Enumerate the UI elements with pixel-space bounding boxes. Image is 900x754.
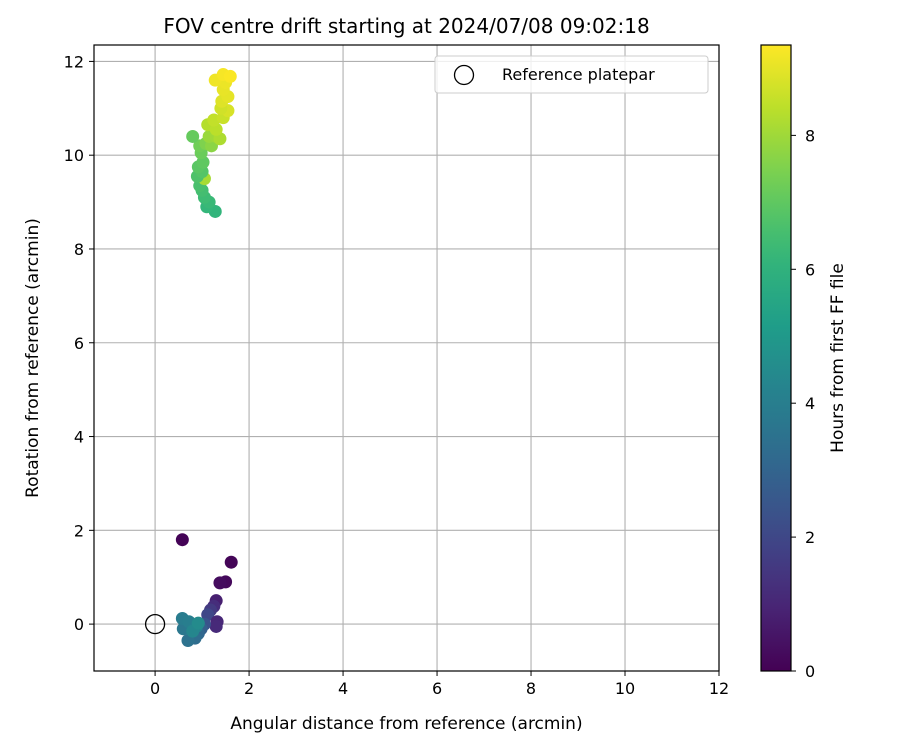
scatter-points bbox=[144, 68, 238, 648]
legend-marker-open-circle bbox=[453, 64, 475, 86]
x-axis-label: Angular distance from reference (arcmin) bbox=[230, 714, 582, 734]
legend-label: Reference platepar bbox=[502, 65, 655, 84]
data-point bbox=[186, 129, 200, 143]
reference-platepar-marker bbox=[144, 613, 166, 635]
data-point bbox=[191, 616, 205, 630]
x-tick-label: 10 bbox=[615, 679, 635, 698]
data-point bbox=[223, 69, 237, 83]
y-tick-label: 0 bbox=[74, 615, 84, 634]
x-axis-ticks: 0 2 4 6 8 10 12 bbox=[150, 671, 729, 698]
colorbar-gradient bbox=[761, 45, 791, 671]
y-tick-label: 6 bbox=[74, 334, 84, 353]
x-tick-label: 6 bbox=[432, 679, 442, 698]
x-tick-label: 2 bbox=[244, 679, 254, 698]
colorbar-label: Hours from first FF file bbox=[828, 263, 848, 453]
y-tick-label: 10 bbox=[64, 146, 84, 165]
data-point bbox=[209, 619, 223, 633]
x-tick-label: 12 bbox=[709, 679, 729, 698]
legend-box bbox=[434, 55, 709, 94]
colorbar-tick-label: 0 bbox=[805, 662, 815, 681]
data-point bbox=[175, 533, 189, 547]
y-axis-label: Rotation from reference (arcmin) bbox=[23, 218, 43, 498]
data-point bbox=[224, 555, 238, 569]
colorbar-tick-label: 4 bbox=[805, 394, 815, 413]
colorbar-ticks: 0 2 4 6 8 bbox=[791, 126, 815, 681]
colorbar-tick-label: 2 bbox=[805, 528, 815, 547]
y-axis-ticks: 0 2 4 6 8 10 12 bbox=[64, 52, 94, 634]
legend: Reference platepar bbox=[434, 55, 709, 94]
y-tick-label: 4 bbox=[74, 428, 84, 447]
colorbar: 0 2 4 6 8 Hours from first FF file bbox=[760, 44, 848, 681]
colorbar-tick-label: 6 bbox=[805, 260, 815, 279]
x-tick-label: 0 bbox=[150, 679, 160, 698]
y-tick-label: 12 bbox=[64, 52, 84, 71]
y-tick-label: 8 bbox=[74, 240, 84, 259]
y-tick-label: 2 bbox=[74, 521, 84, 540]
data-point bbox=[213, 576, 227, 590]
plot-frame bbox=[93, 44, 720, 672]
chart-title: FOV centre drift starting at 2024/07/08 … bbox=[163, 14, 649, 38]
x-tick-label: 4 bbox=[338, 679, 348, 698]
colorbar-frame bbox=[760, 44, 792, 672]
colorbar-tick-label: 8 bbox=[805, 126, 815, 145]
x-tick-label: 8 bbox=[526, 679, 536, 698]
